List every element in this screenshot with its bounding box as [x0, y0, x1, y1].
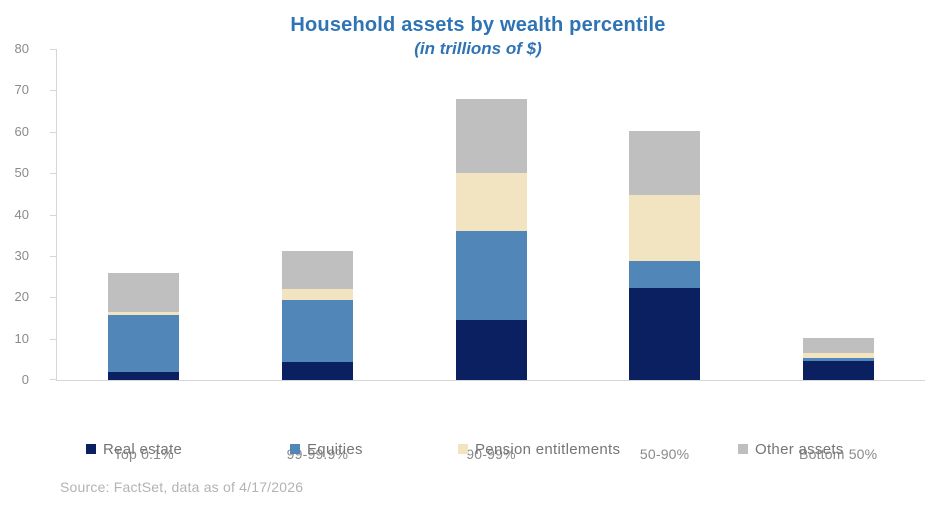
bar-top-0.1% — [108, 273, 180, 380]
y-tick-mark — [50, 297, 56, 299]
bar-segment-other-assets — [281, 251, 353, 289]
y-tick-label-text: 50 — [14, 165, 29, 181]
y-tick-mark — [50, 255, 56, 257]
bar-99-99.9% — [281, 251, 353, 380]
chart-title: Household assets by wealth percentile — [290, 14, 666, 36]
y-tick-mark — [50, 173, 56, 175]
legend: Real estate Equities Pension entitlements O… — [0, 440, 936, 460]
y-tick-label-text: 30 — [14, 247, 29, 263]
x-axis-label: Bottom 50% — [799, 446, 878, 462]
y-tick-mark — [50, 49, 56, 50]
bar-segment-pension-entitlements — [108, 312, 180, 315]
legend-swatch-icon — [290, 444, 300, 454]
x-axis-label: 90-99% — [466, 446, 516, 462]
y-tick-label-text: 70 — [14, 82, 29, 98]
legend-item-equities: Equities — [290, 440, 363, 458]
bar-segment-real-estate — [455, 320, 527, 380]
legend-item-pension-entitlements: Pension entitlements — [458, 440, 620, 458]
legend-item-other-assets: Other assets — [738, 440, 844, 458]
legend-swatch-icon — [86, 444, 96, 454]
bar-segment-equities — [629, 261, 701, 288]
bar-50-90% — [629, 130, 701, 380]
y-tick-label-text: 60 — [14, 123, 29, 139]
bar-segment-real-estate — [108, 372, 180, 380]
x-axis-label: 99-99.9% — [286, 446, 349, 462]
legend-swatch-icon — [738, 444, 748, 454]
bar-segment-other-assets — [455, 98, 527, 174]
legend-item-real-estate: Real estate — [86, 440, 182, 458]
x-axis-label: Top 0.1% — [113, 446, 174, 462]
y-tick-mark — [50, 214, 56, 216]
bar-90-99% — [455, 98, 527, 380]
legend-swatch-icon — [458, 444, 468, 454]
bar-segment-pension-entitlements — [802, 352, 874, 358]
y-tick-mark — [50, 379, 56, 380]
bar-segment-equities — [281, 299, 353, 362]
bar-segment-other-assets — [629, 130, 701, 195]
plot-area: 0 10 20 30 40 50 60 70 80 Top 0.1% 99-99.9% 90-99% 5… — [15, 41, 925, 462]
y-tick-mark — [50, 131, 56, 133]
legend-label: Real estate — [103, 440, 183, 458]
bar-segment-real-estate — [629, 287, 701, 380]
legend-label: Other assets — [755, 440, 844, 458]
y-tick-label-text: 80 — [14, 41, 29, 56]
y-tick-mark — [50, 90, 56, 92]
bar-segment-pension-entitlements — [281, 288, 353, 300]
bar-bottom-50% — [802, 338, 874, 380]
bar-segment-equities — [802, 357, 874, 361]
bar-segment-equities — [455, 231, 527, 321]
y-tick-label-text: 40 — [14, 206, 29, 222]
legend-label: Equities — [307, 440, 363, 458]
y-tick-label-text: 10 — [14, 330, 29, 346]
y-tick-label-text: 20 — [14, 289, 29, 305]
y-tick-mark — [50, 338, 56, 340]
bar-segment-equities — [108, 314, 180, 373]
x-axis-label: 50-90% — [639, 446, 690, 462]
bar-segment-real-estate — [802, 360, 874, 380]
bar-segment-other-assets — [802, 338, 874, 353]
source-note: Source: FactSet, data as of 4/17/2026 — [60, 479, 304, 495]
bar-segment-pension-entitlements — [455, 173, 527, 232]
bar-segment-real-estate — [281, 361, 353, 380]
title-block: Household assets by wealth percentile (i… — [20, 12, 936, 60]
y-tick-label-text: 0 — [21, 372, 29, 387]
chart-subtitle: (in trillions of $) — [414, 39, 542, 58]
legend-label: Pension entitlements — [475, 440, 621, 458]
bar-segment-pension-entitlements — [629, 194, 701, 262]
bar-segment-other-assets — [108, 273, 180, 313]
